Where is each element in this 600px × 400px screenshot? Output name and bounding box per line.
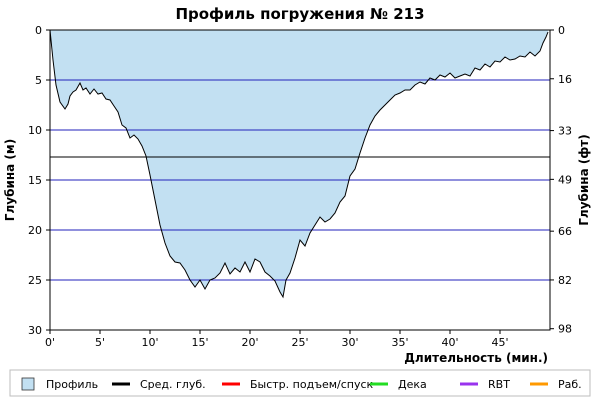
y-right-tick-label: 16 [558,73,572,86]
y-axis-right-title: Глубина (фт) [577,134,591,225]
legend-item: Быстр. подъем/спуск [222,378,374,391]
x-tick-label: 25' [291,336,308,349]
legend-label: Профиль [46,378,98,391]
y-left-tick-label: 15 [28,174,42,187]
x-tick-label: 5' [95,336,105,349]
x-axis-ticks: 0' 5' 10' 15' 20' 25' 30' 35' 40' 45' [45,330,509,349]
y-axis-left-ticks: 0 5 10 15 20 25 30 [28,24,50,337]
y-left-tick-label: 0 [35,24,42,37]
x-tick-label: 35' [391,336,408,349]
plot-area [49,29,551,331]
legend-label: Сред. глуб. [140,378,206,391]
legend-label: Дека [398,378,427,391]
x-tick-label: 45' [491,336,508,349]
legend-label: Раб. [558,378,582,391]
y-left-tick-label: 20 [28,224,42,237]
y-left-tick-label: 10 [28,124,42,137]
x-tick-label: 40' [441,336,458,349]
x-tick-label: 10' [141,336,158,349]
y-right-tick-label: 82 [558,274,572,287]
y-left-tick-label: 25 [28,274,42,287]
grid-lines [50,79,550,281]
y-axis-right-ticks: 0 16 33 49 66 82 98 [550,24,572,336]
chart-title: Профиль погружения № 213 [175,5,424,23]
y-left-tick-label: 30 [28,324,42,337]
legend: Профиль Сред. глуб. Быстр. подъем/спуск Дек… [9,369,591,397]
legend-item: RBT [460,378,510,391]
x-tick-label: 15' [191,336,208,349]
legend-item: Сред. глуб. [112,378,206,391]
y-right-tick-label: 98 [558,323,572,336]
y-right-tick-label: 49 [558,173,572,186]
y-axis-left-title: Глубина (м) [3,139,17,221]
y-right-tick-label: 33 [558,125,572,138]
y-right-tick-label: 0 [558,24,565,37]
y-left-tick-label: 5 [35,74,42,87]
legend-frame [9,369,591,397]
legend-item: Дека [370,378,427,391]
legend-label: Быстр. подъем/спуск [250,378,374,391]
x-tick-label: 0' [45,336,55,349]
y-right-tick-label: 66 [558,225,572,238]
legend-item: Раб. [530,378,582,391]
x-tick-label: 20' [241,336,258,349]
profile-line [49,29,549,299]
x-axis-title: Длительность (мин.) [404,351,548,365]
x-tick-label: 30' [341,336,358,349]
legend-swatch [21,377,35,391]
legend-label: RBT [488,378,510,391]
legend-item: Профиль [21,377,98,391]
